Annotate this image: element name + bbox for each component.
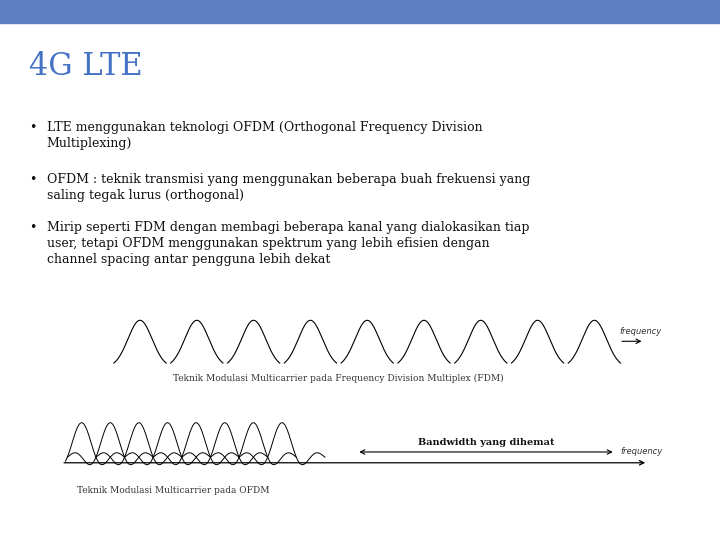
Text: frequency: frequency	[619, 327, 662, 336]
Text: •: •	[29, 173, 36, 186]
Text: Mirip seperti FDM dengan membagi beberapa kanal yang dialokasikan tiap
user, tet: Mirip seperti FDM dengan membagi beberap…	[47, 221, 529, 266]
Text: •: •	[29, 122, 36, 134]
Text: LTE menggunakan teknologi OFDM (Orthogonal Frequency Division
Multiplexing): LTE menggunakan teknologi OFDM (Orthogon…	[47, 122, 482, 151]
Text: Teknik Modulasi Multicarrier pada OFDM: Teknik Modulasi Multicarrier pada OFDM	[76, 486, 269, 495]
Text: •: •	[29, 221, 36, 234]
Text: 4G LTE: 4G LTE	[29, 51, 143, 82]
Text: Teknik Modulasi Multicarrier pada Frequency Division Multiplex (FDM): Teknik Modulasi Multicarrier pada Freque…	[173, 374, 504, 383]
Text: Bandwidth yang dihemat: Bandwidth yang dihemat	[418, 438, 554, 447]
Bar	[0, 0, 720, 23]
Text: OFDM : teknik transmisi yang menggunakan beberapa buah frekuensi yang
saling teg: OFDM : teknik transmisi yang menggunakan…	[47, 173, 530, 202]
Text: frequency: frequency	[621, 447, 663, 456]
